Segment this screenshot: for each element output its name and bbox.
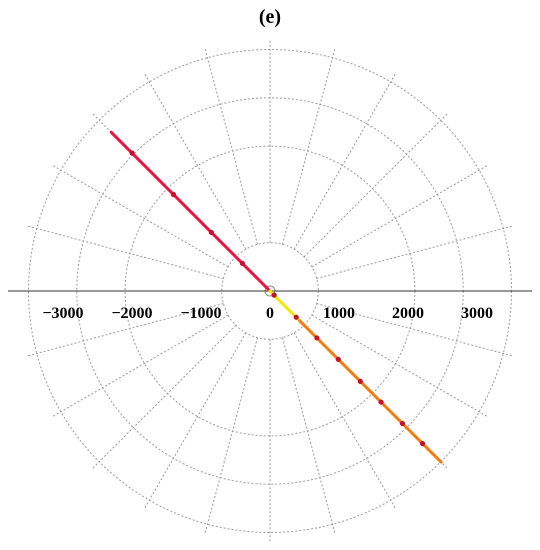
data-point — [399, 420, 406, 427]
radial-grid-line — [282, 337, 336, 535]
radial-grid-line — [311, 314, 489, 418]
data-point — [208, 229, 214, 235]
radial-grid-line — [293, 72, 397, 250]
radial-grid-line — [293, 332, 397, 510]
x-tick-label: −2000 — [111, 305, 152, 322]
data-point — [239, 260, 245, 266]
radial-grid-line — [91, 324, 237, 470]
data-point — [271, 292, 277, 298]
panel-label: (e) — [258, 6, 282, 28]
radial-grid-line — [303, 112, 449, 258]
radial-grid-line — [204, 47, 258, 245]
radial-grid-line — [204, 337, 258, 535]
radial-grid-line — [26, 225, 224, 279]
radial-grid-line — [26, 303, 224, 357]
radial-grid-line — [282, 47, 336, 245]
radial-grid-line — [316, 303, 514, 357]
radial-grid-line — [51, 314, 229, 418]
radial-grid-line — [143, 72, 247, 250]
series-lines — [109, 130, 443, 464]
data-markers — [129, 150, 426, 447]
x-tick-label: 0 — [266, 305, 274, 322]
radial-grid-line — [143, 332, 247, 510]
x-tick-labels: −3000 −2000 −1000 0 1000 2000 3000 — [42, 305, 493, 322]
data-point — [419, 440, 426, 447]
x-tick-label: 3000 — [461, 305, 493, 322]
data-point — [378, 399, 384, 405]
series-line — [109, 130, 272, 293]
x-tick-label: −1000 — [180, 305, 221, 322]
x-tick-label: 2000 — [392, 305, 424, 322]
data-point — [129, 150, 135, 156]
radial-grid-line — [311, 164, 489, 268]
radial-grid-line — [316, 225, 514, 279]
data-point — [357, 378, 363, 384]
x-tick-label: 1000 — [323, 305, 355, 322]
data-point — [335, 356, 341, 362]
series-line — [298, 319, 443, 464]
data-point — [293, 314, 299, 320]
data-point — [170, 191, 176, 197]
x-tick-label: −3000 — [42, 305, 83, 322]
data-point — [314, 335, 320, 341]
radial-grid-line — [51, 164, 229, 268]
